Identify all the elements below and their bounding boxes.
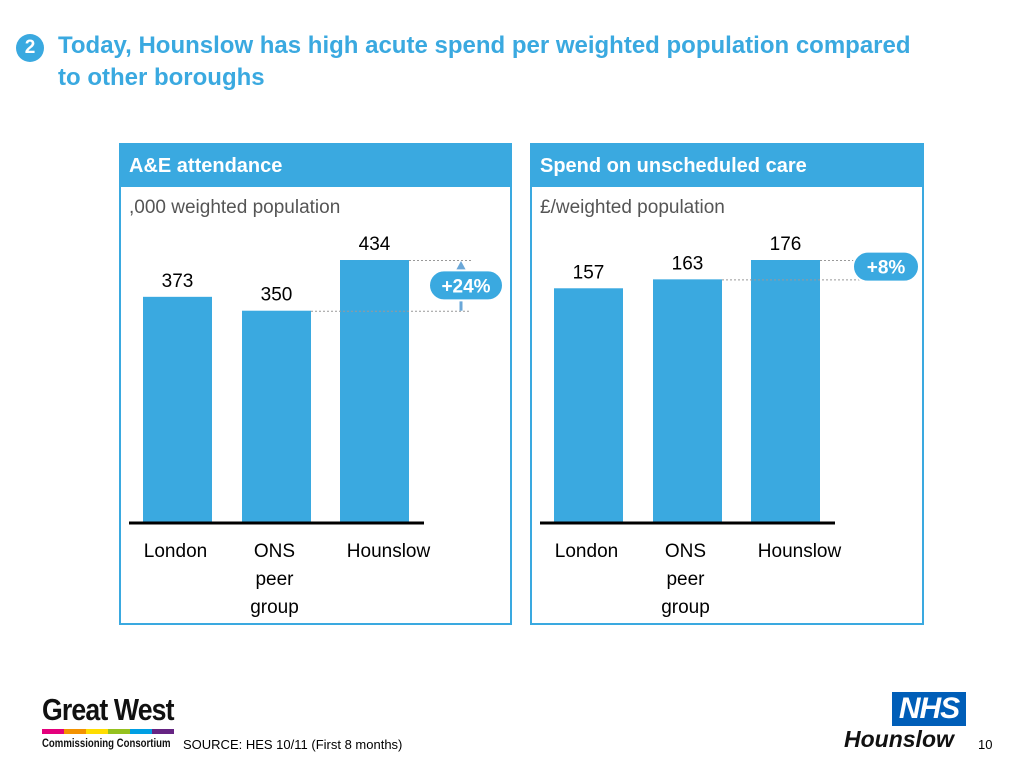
bar-value-label: 157	[573, 262, 605, 283]
logo-sub-text: Commissioning Consortium	[42, 736, 171, 750]
change-label: +24%	[441, 276, 490, 297]
category-label: ONS peer group	[250, 541, 299, 618]
bar-value-label: 350	[261, 285, 293, 306]
change-bubble	[852, 250, 920, 283]
unscheduled-care-panel: Spend on unscheduled care £/weighted pop…	[530, 143, 924, 625]
bar-value-label: 176	[770, 234, 802, 255]
bar-hounslow	[751, 260, 820, 522]
bar-london	[143, 296, 212, 522]
bar-value-label: 434	[359, 234, 391, 255]
source-note: SOURCE: HES 10/11 (First 8 months)	[183, 737, 403, 752]
bar-value-label: 373	[162, 271, 194, 292]
page-number: 10	[978, 737, 993, 752]
change-bubble	[428, 269, 504, 302]
category-label: Hounslow	[758, 541, 842, 562]
category-label: London	[144, 541, 207, 562]
logo-color-stripe	[42, 729, 174, 734]
category-label: Hounslow	[347, 541, 431, 562]
bar-value-label: 163	[672, 253, 704, 274]
panel-unit-label: £/weighted population	[540, 197, 725, 218]
great-west-logo: Great West Commissioning Consortium	[42, 693, 177, 763]
step-number-badge: 2	[16, 34, 44, 62]
bar-ons-peer-group	[653, 279, 722, 522]
bar-hounslow	[340, 260, 409, 522]
ae-attendance-panel: A&E attendance ,000 weighted population …	[119, 143, 512, 625]
page-title: Today, Hounslow has high acute spend per…	[58, 32, 911, 91]
nhs-mark: NHS	[892, 692, 966, 726]
change-label: +8%	[867, 258, 906, 279]
panel-unit-label: ,000 weighted population	[129, 197, 341, 218]
nhs-org-name: Hounslow	[844, 726, 954, 752]
panel-title: Spend on unscheduled care	[532, 145, 922, 187]
category-label: London	[555, 541, 618, 562]
unscheduled-care-chart: 157 163 176 London ONS peer group Hounslow +8%	[540, 234, 920, 618]
panel-title: A&E attendance	[121, 145, 510, 187]
category-label: ONS peer group	[661, 541, 710, 618]
bar-london	[554, 288, 623, 522]
nhs-hounslow-logo: NHS Hounslow	[840, 692, 970, 754]
logo-main-text: Great West	[42, 692, 175, 727]
bar-ons-peer-group	[242, 310, 311, 522]
ae-attendance-chart: 373 350 434 London ONS peer group Hounslow +24%	[129, 234, 504, 618]
